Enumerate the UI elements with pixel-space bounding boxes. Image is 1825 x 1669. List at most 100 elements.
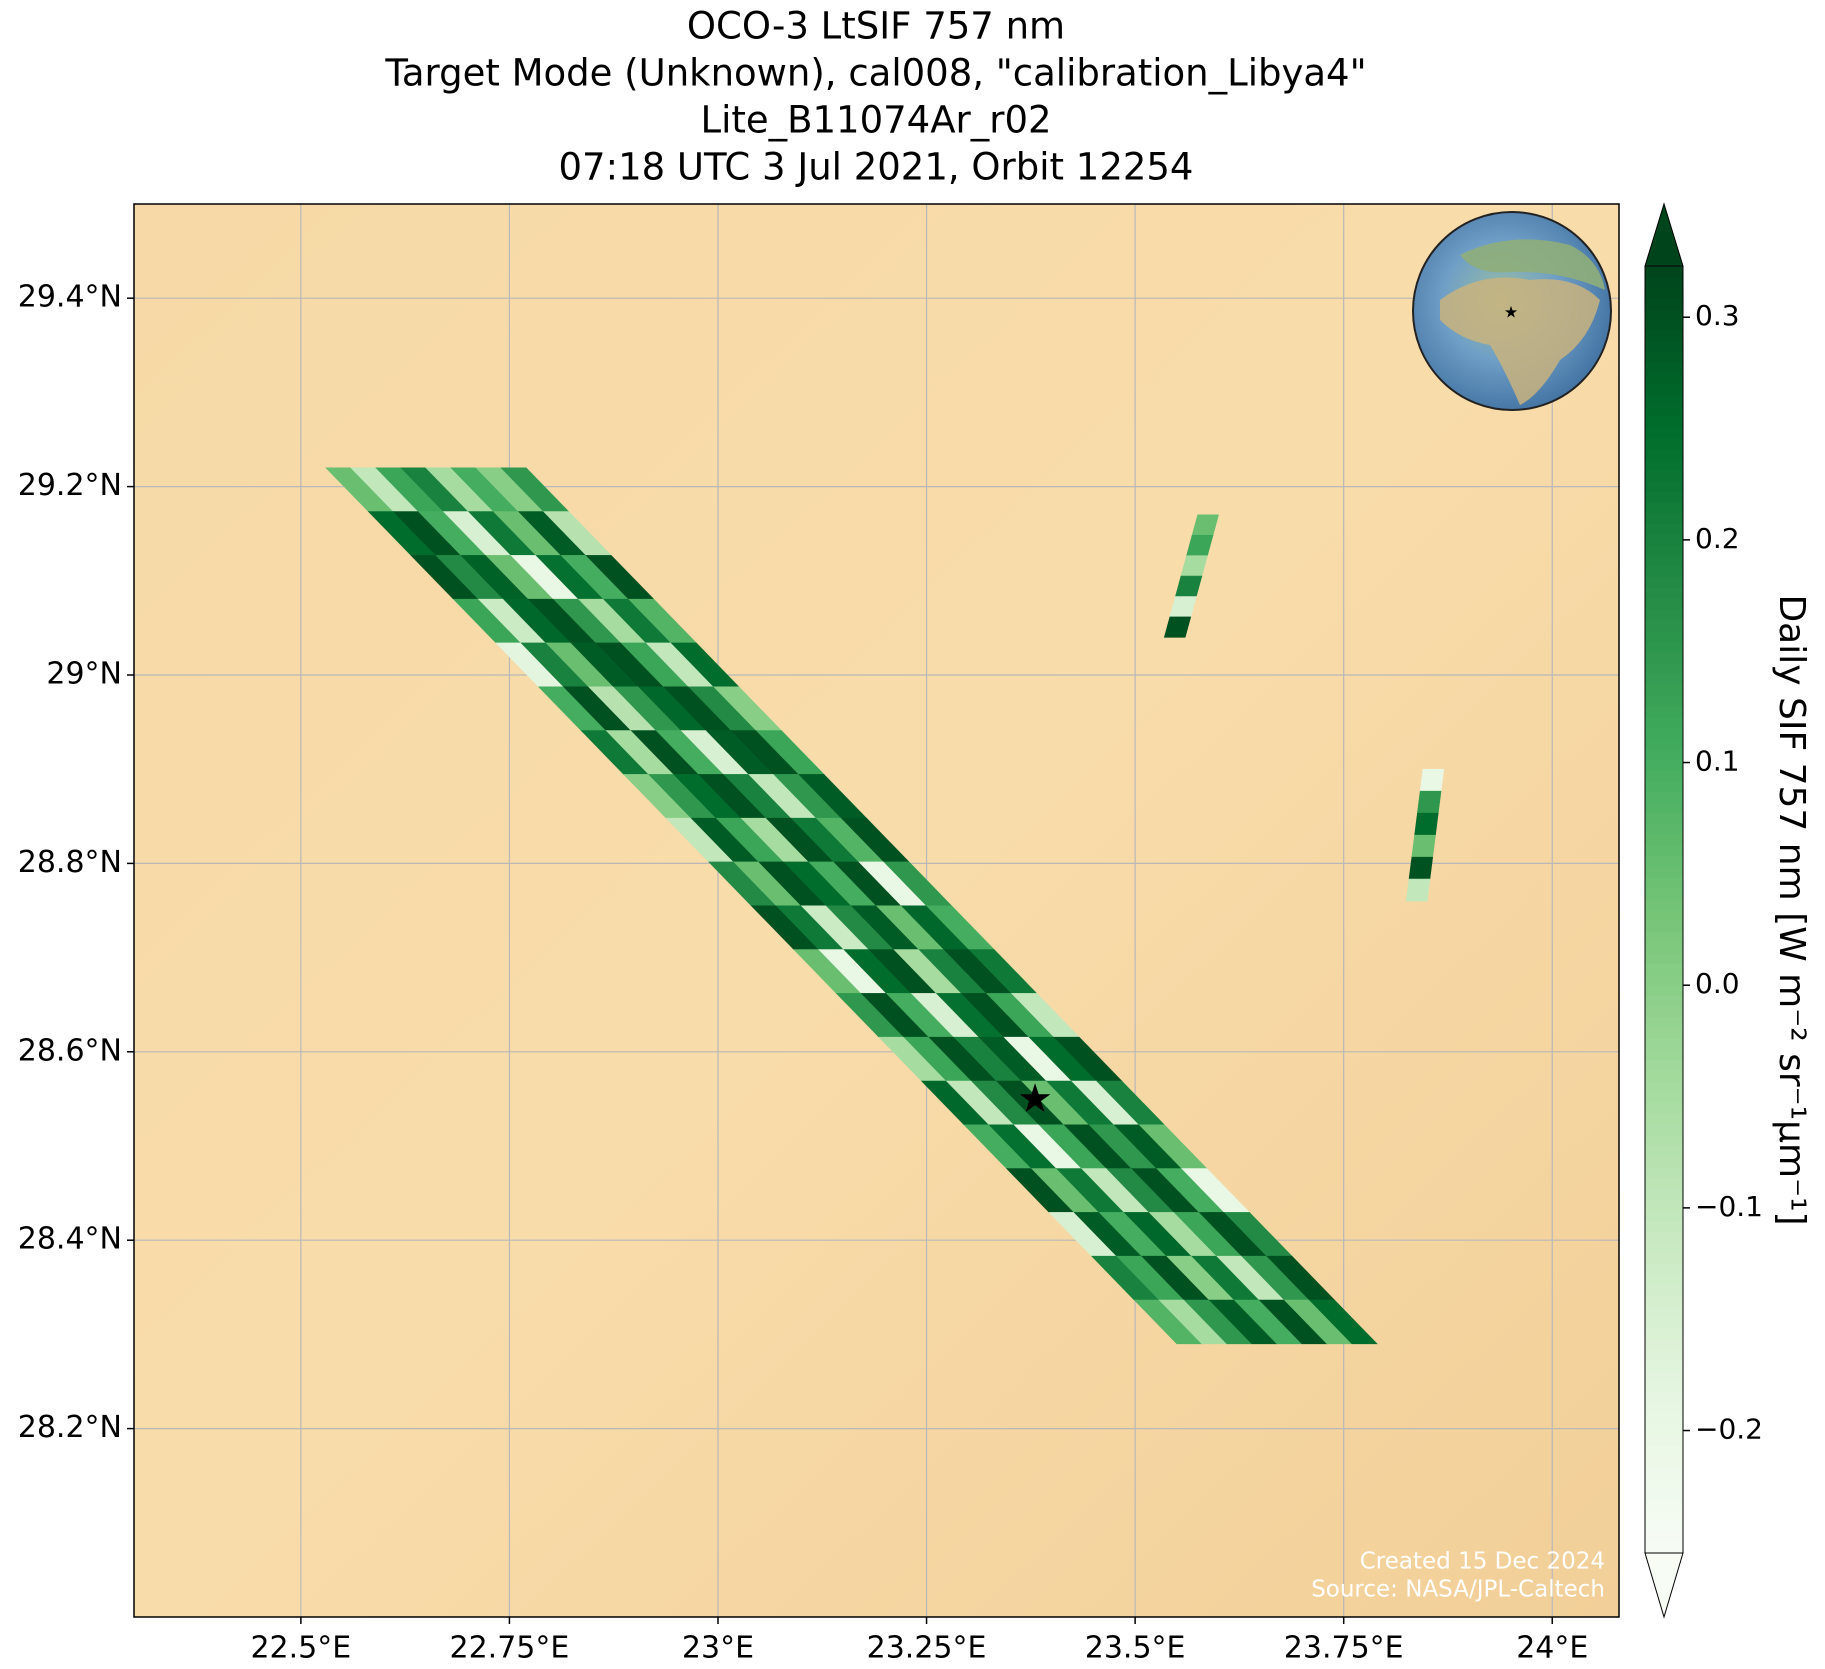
colorbar-step [1645, 1531, 1683, 1543]
colorbar-step [1645, 1252, 1683, 1264]
colorbar-step [1645, 651, 1683, 664]
colorbar-step [1645, 1509, 1683, 1522]
colorbar-step [1645, 490, 1683, 503]
y-tick-label: 28.4°N [18, 1222, 122, 1257]
colorbar-step [1645, 833, 1683, 846]
colorbar-step [1645, 1080, 1683, 1093]
y-tick-label: 29°N [46, 657, 122, 692]
land [1460, 239, 1605, 290]
colorbar-step [1645, 705, 1683, 717]
colorbar-step [1645, 1198, 1683, 1211]
colorbar-step [1645, 426, 1683, 439]
footprint [1308, 1299, 1378, 1345]
colorbar-step [1645, 662, 1683, 675]
colorbar-step [1645, 555, 1683, 567]
colorbar-step [1645, 1102, 1683, 1114]
colorbar-frame [1644, 265, 1684, 1554]
colorbar-step [1645, 1273, 1683, 1286]
colorbar-step [1645, 469, 1683, 481]
x-tick-label: 23°E [682, 1631, 754, 1666]
colorbar-step [1645, 1520, 1683, 1533]
colorbar-step [1645, 319, 1683, 331]
colorbar-step [1645, 608, 1683, 621]
colorbar-step [1645, 823, 1683, 835]
colorbar-step [1645, 1295, 1683, 1307]
colorbar-tick-label: −0.1 [1695, 1190, 1763, 1223]
colorbar-step [1645, 1466, 1683, 1479]
colorbar-step [1645, 737, 1683, 750]
colorbar-step [1645, 866, 1683, 878]
colorbar-step [1645, 673, 1683, 685]
colorbar-step [1645, 780, 1683, 793]
colorbar-extend-top [1644, 202, 1684, 267]
colorbar-step [1645, 1005, 1683, 1018]
colorbar-step [1645, 1134, 1683, 1146]
globe-star: ★ [1504, 303, 1518, 322]
footprint [1405, 878, 1431, 902]
colorbar-step [1645, 340, 1683, 353]
colorbar-step [1645, 1380, 1683, 1393]
footprint [1414, 812, 1439, 836]
colorbar-step [1645, 1338, 1683, 1350]
colorbar-tick-label: 0.3 [1695, 299, 1740, 332]
colorbar-step [1645, 1370, 1683, 1382]
colorbar-step [1645, 297, 1683, 310]
colorbar-step [1645, 501, 1683, 514]
colorbar-step [1645, 1037, 1683, 1050]
colorbar-step [1645, 1069, 1683, 1082]
footprints [325, 467, 1445, 1345]
annotation: Created 15 Dec 2024 [1360, 1549, 1605, 1575]
colorbar-step [1645, 1413, 1683, 1425]
colorbar-step [1645, 1402, 1683, 1415]
colorbar-step [1645, 1059, 1683, 1071]
chart-title: 07:18 UTC 3 Jul 2021, Orbit 12254 [559, 146, 1194, 189]
colorbar-step [1645, 1284, 1683, 1297]
colorbar-step [1645, 748, 1683, 760]
colorbar-step [1645, 1327, 1683, 1339]
colorbar-step [1645, 1359, 1683, 1372]
y-tick-label: 28.8°N [18, 845, 122, 880]
colorbar-step [1645, 855, 1683, 868]
colorbar-step [1645, 1455, 1683, 1468]
colorbar-step [1645, 1316, 1683, 1329]
colorbar-step [1645, 1016, 1683, 1028]
colorbar-step [1645, 630, 1683, 642]
colorbar-step [1645, 941, 1683, 953]
colorbar-step [1645, 1262, 1683, 1275]
colorbar-step [1645, 512, 1683, 524]
colorbar-step [1645, 480, 1683, 492]
chart-title: Lite_B11074Ar_r02 [700, 99, 1051, 142]
colorbar-step [1645, 404, 1683, 417]
colorbar-step [1645, 801, 1683, 814]
colorbar-step [1645, 329, 1683, 342]
colorbar-step [1645, 372, 1683, 385]
colorbar-step [1645, 1445, 1683, 1457]
colorbar-label: Daily SIF 757 nm [W m⁻² sr⁻¹µm⁻¹] [1771, 594, 1812, 1225]
colorbar-step [1645, 1026, 1683, 1039]
colorbar-step [1645, 1177, 1683, 1189]
y-tick-label: 29.4°N [18, 280, 122, 315]
colorbar-step [1645, 791, 1683, 803]
land [1440, 277, 1600, 405]
colorbar-step [1645, 726, 1683, 739]
colorbar-step [1645, 769, 1683, 782]
y-tick-label: 28.6°N [18, 1033, 122, 1068]
colorbar-step [1645, 984, 1683, 996]
colorbar-step [1645, 1187, 1683, 1200]
colorbar-step [1645, 447, 1683, 460]
colorbar-tick-label: −0.2 [1695, 1413, 1763, 1446]
colorbar-step [1645, 1220, 1683, 1232]
colorbar-tick-label: 0.0 [1695, 967, 1740, 1000]
colorbar-step [1645, 533, 1683, 546]
colorbar-step [1645, 1091, 1683, 1104]
colorbar-step [1645, 458, 1683, 471]
colorbar-step [1645, 640, 1683, 653]
colorbar-step [1645, 715, 1683, 728]
colorbar-step [1645, 619, 1683, 632]
footprint [1419, 768, 1445, 792]
colorbar-step [1645, 1155, 1683, 1168]
colorbar-step [1645, 437, 1683, 449]
